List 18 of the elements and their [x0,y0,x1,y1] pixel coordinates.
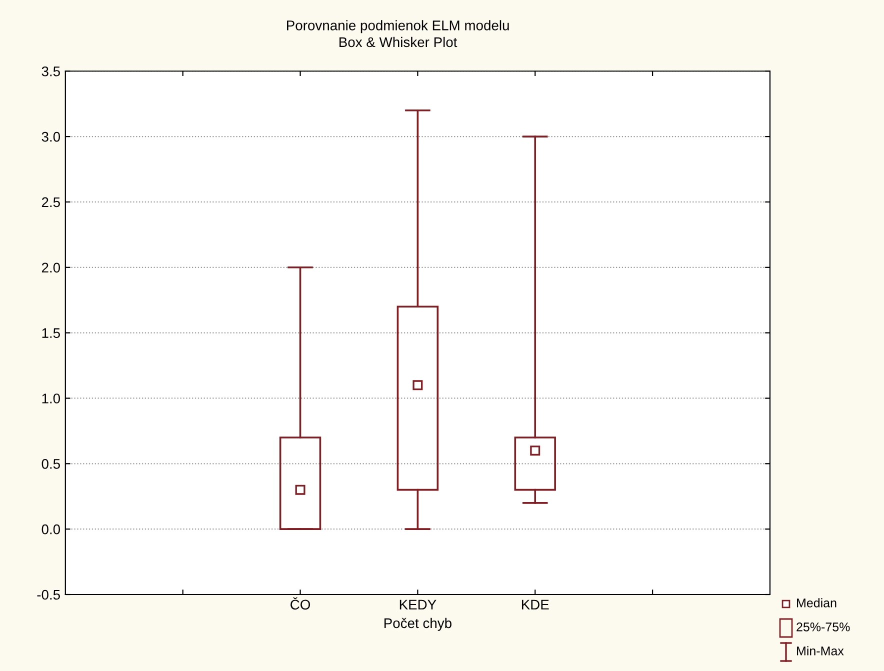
x-axis-title: Počet chyb [384,618,452,631]
chart-title: Porovnanie podmienok ELM modelu [287,20,509,34]
y-tick-label: 1.5 [42,328,60,338]
y-tick-label: 1.0 [42,394,60,404]
y-tick-label: 2.5 [42,197,60,208]
text: 25%-75% [796,622,850,632]
text: Median [797,598,836,608]
y-tick-label: 2.0 [42,262,60,273]
y-tick-label: 0.0 [42,524,60,534]
y-tick-label: 3.5 [42,66,60,76]
y-tick-label: -0.5 [37,590,60,600]
y-tick-label: 3.0 [42,132,60,142]
x-tick-label: KEDY [400,600,436,610]
y-tick-label: 0.5 [42,458,60,469]
x-tick-label: ČO [290,597,310,610]
x-tick-label: KDE [522,600,549,610]
chart-subtitle: Box & Whisker Plot [340,36,458,48]
text: Min-Max [797,646,844,656]
